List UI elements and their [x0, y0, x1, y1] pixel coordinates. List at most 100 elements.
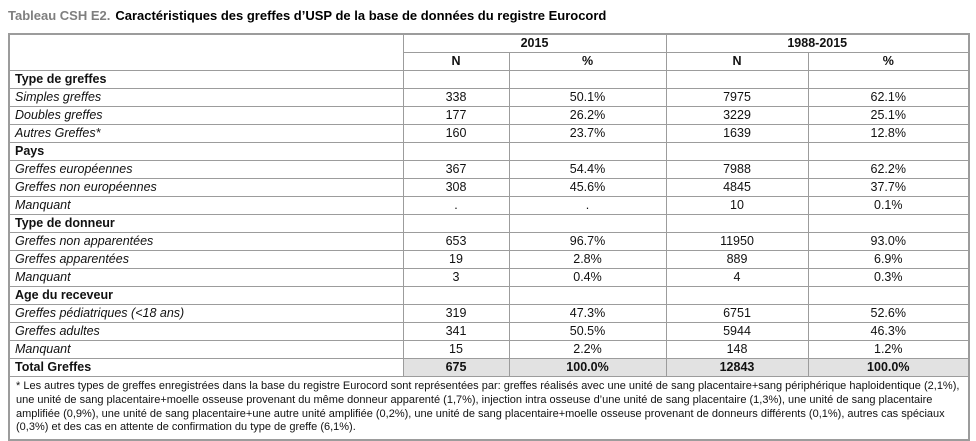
cell-pct-2015: 50.1%	[508, 88, 667, 107]
cell-n-total	[665, 214, 809, 233]
cell-n-2015: 177	[402, 106, 510, 125]
cell-n-total: 148	[665, 340, 809, 359]
cell-n-total: 889	[665, 250, 809, 269]
footnote-row: * Les autres types de greffes enregistré…	[8, 376, 970, 441]
data-row-manquant-age: Manquant 15 2.2% 148 1.2%	[8, 340, 970, 359]
cell-pct-total	[807, 214, 970, 233]
cell-n-total	[665, 70, 809, 89]
data-row-doubles-greffes: Doubles greffes 177 26.2% 3229 25.1%	[8, 106, 970, 125]
header-year-2015: 2015	[402, 33, 667, 53]
cell-pct-total: 25.1%	[807, 106, 970, 125]
cell-n-2015: 341	[402, 322, 510, 341]
header-pct-1988-2015: %	[807, 52, 970, 71]
cell-pct-total: 0.1%	[807, 196, 970, 215]
row-label: Manquant	[8, 268, 404, 287]
total-row: Total Greffes 675 100.0% 12843 100.0%	[8, 358, 970, 377]
cell-pct-total: 52.6%	[807, 304, 970, 323]
cell-n-total	[665, 286, 809, 305]
cell-n-2015: 19	[402, 250, 510, 269]
row-label: Type de greffes	[8, 70, 404, 89]
data-row-manquant-donneur: Manquant 3 0.4% 4 0.3%	[8, 268, 970, 287]
cell-n-2015: 367	[402, 160, 510, 179]
table-header: 2015 1988-2015 N % N %	[8, 33, 970, 71]
row-label: Greffes adultes	[8, 322, 404, 341]
cell-pct-total: 62.1%	[807, 88, 970, 107]
row-label: Manquant	[8, 196, 404, 215]
cell-pct-total: 12.8%	[807, 124, 970, 143]
cell-n-2015	[402, 70, 510, 89]
row-label: Doubles greffes	[8, 106, 404, 125]
row-label: Autres Greffes*	[8, 124, 404, 143]
cell-pct-2015: 2.8%	[508, 250, 667, 269]
cell-pct-2015: 100.0%	[508, 358, 667, 377]
cell-pct-2015: 54.4%	[508, 160, 667, 179]
cell-n-2015: 15	[402, 340, 510, 359]
cell-pct-total: 0.3%	[807, 268, 970, 287]
cell-pct-total: 46.3%	[807, 322, 970, 341]
row-label: Greffes apparentées	[8, 250, 404, 269]
cell-n-total	[665, 142, 809, 161]
cell-n-2015	[402, 214, 510, 233]
header-year-1988-2015: 1988-2015	[665, 33, 970, 53]
header-row-years: 2015 1988-2015	[8, 33, 970, 71]
table-footnote: * Les autres types de greffes enregistré…	[8, 376, 970, 441]
data-row-greffes-non-apparentees: Greffes non apparentées 653 96.7% 11950 …	[8, 232, 970, 251]
section-row-age-du-receveur: Age du receveur	[8, 286, 970, 305]
cell-pct-total: 93.0%	[807, 232, 970, 251]
cell-pct-total: 100.0%	[807, 358, 970, 377]
data-row-greffes-adultes: Greffes adultes 341 50.5% 5944 46.3%	[8, 322, 970, 341]
cell-pct-2015: 26.2%	[508, 106, 667, 125]
cell-pct-2015: .	[508, 196, 667, 215]
cell-n-2015	[402, 286, 510, 305]
cell-n-2015: 338	[402, 88, 510, 107]
cell-pct-2015: 0.4%	[508, 268, 667, 287]
table-footer: * Les autres types de greffes enregistré…	[8, 376, 970, 441]
table-body: Type de greffes Simples greffes 338 50.1…	[8, 70, 970, 377]
header-empty-cell	[8, 33, 404, 71]
row-label: Greffes européennes	[8, 160, 404, 179]
header-n-2015: N	[402, 52, 510, 71]
section-row-type-de-donneur: Type de donneur	[8, 214, 970, 233]
eurocord-characteristics-table: 2015 1988-2015 N % N % Type de greffes S…	[8, 33, 970, 441]
cell-pct-total: 6.9%	[807, 250, 970, 269]
section-row-type-de-greffes: Type de greffes	[8, 70, 970, 89]
cell-pct-total: 62.2%	[807, 160, 970, 179]
cell-pct-2015: 50.5%	[508, 322, 667, 341]
cell-n-2015: .	[402, 196, 510, 215]
data-row-greffes-europeennes: Greffes européennes 367 54.4% 7988 62.2%	[8, 160, 970, 179]
cell-pct-2015	[508, 214, 667, 233]
cell-n-2015: 308	[402, 178, 510, 197]
section-row-pays: Pays	[8, 142, 970, 161]
row-label: Total Greffes	[8, 358, 404, 377]
cell-n-total: 6751	[665, 304, 809, 323]
row-label: Manquant	[8, 340, 404, 359]
table-caption-title: Caractéristiques des greffes d’USP de la…	[115, 8, 607, 23]
cell-pct-2015: 2.2%	[508, 340, 667, 359]
cell-pct-2015: 23.7%	[508, 124, 667, 143]
row-label: Greffes pédiatriques (<18 ans)	[8, 304, 404, 323]
cell-n-total: 10	[665, 196, 809, 215]
header-n-1988-2015: N	[665, 52, 809, 71]
cell-n-total: 5944	[665, 322, 809, 341]
data-row-manquant-pays: Manquant . . 10 0.1%	[8, 196, 970, 215]
cell-n-2015	[402, 142, 510, 161]
row-label: Type de donneur	[8, 214, 404, 233]
cell-pct-total	[807, 142, 970, 161]
row-label: Pays	[8, 142, 404, 161]
cell-n-2015: 319	[402, 304, 510, 323]
cell-pct-2015	[508, 286, 667, 305]
cell-pct-total	[807, 286, 970, 305]
data-row-greffes-non-europeennes: Greffes non européennes 308 45.6% 4845 3…	[8, 178, 970, 197]
row-label: Greffes non apparentées	[8, 232, 404, 251]
table-caption-number: Tableau CSH E2.	[8, 8, 111, 23]
data-row-simples-greffes: Simples greffes 338 50.1% 7975 62.1%	[8, 88, 970, 107]
cell-pct-total: 37.7%	[807, 178, 970, 197]
cell-n-total: 12843	[665, 358, 809, 377]
data-row-greffes-apparentees: Greffes apparentées 19 2.8% 889 6.9%	[8, 250, 970, 269]
cell-pct-total	[807, 70, 970, 89]
cell-pct-2015: 96.7%	[508, 232, 667, 251]
cell-pct-total: 1.2%	[807, 340, 970, 359]
cell-pct-2015: 47.3%	[508, 304, 667, 323]
data-row-greffes-pediatriques: Greffes pédiatriques (<18 ans) 319 47.3%…	[8, 304, 970, 323]
